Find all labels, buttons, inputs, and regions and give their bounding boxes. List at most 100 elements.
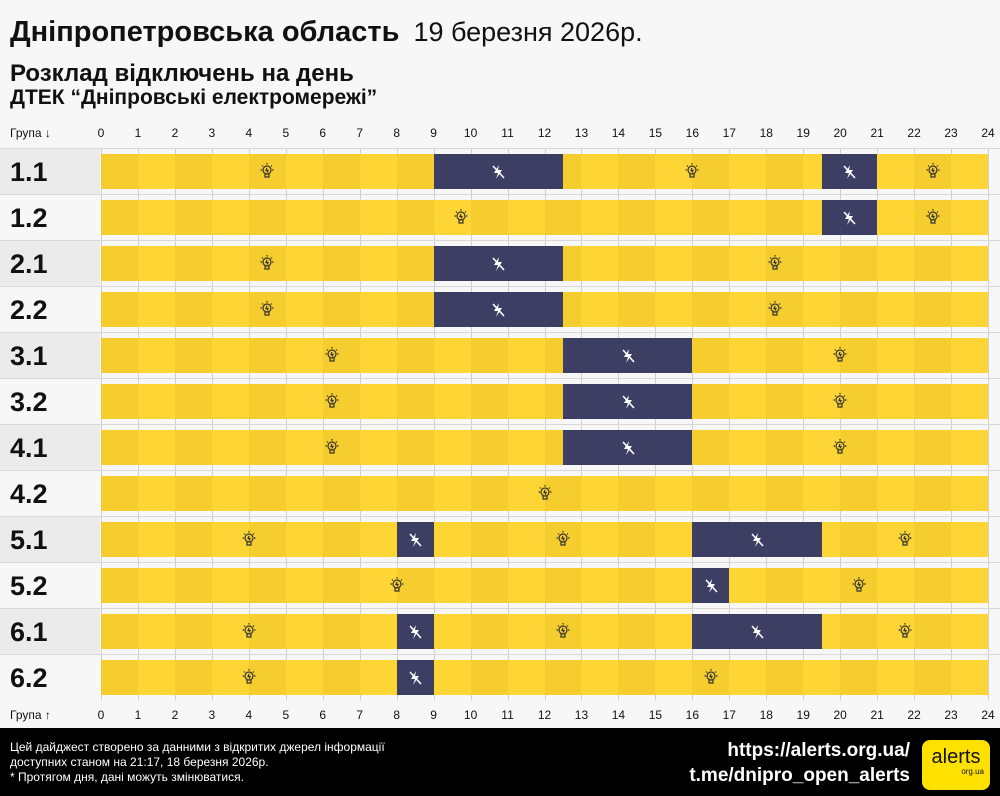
hour-shade: [840, 292, 878, 327]
hour-shade: [174, 154, 212, 189]
hour-shade: [692, 200, 730, 235]
hour-shade: [248, 200, 286, 235]
region-title: Дніпропетровська область: [10, 16, 400, 48]
hour-shade: [174, 292, 212, 327]
group-row: 1.1: [0, 148, 1000, 195]
hour-shade: [470, 660, 508, 695]
outage-block: [821, 200, 878, 235]
hour-tick: 5: [282, 708, 290, 722]
lightbulb-icon: [240, 530, 258, 548]
hour-shade: [692, 338, 730, 373]
hour-shade: [692, 246, 730, 281]
hour-tick: 9: [430, 708, 437, 722]
group-name: 4.1: [0, 425, 100, 471]
hour-shade: [322, 476, 360, 511]
group-name: 1.2: [10, 203, 48, 233]
hour-shade: [322, 292, 360, 327]
hour-shade: [914, 246, 952, 281]
hour-shade: [692, 292, 730, 327]
hour-shade: [470, 384, 508, 419]
hour-shade: [248, 614, 286, 649]
hour-shade: [470, 430, 508, 465]
hour-shade: [396, 154, 434, 189]
logo-sub: org.ua: [961, 767, 984, 776]
hour-shade: [766, 660, 804, 695]
hour-tick: 2: [171, 126, 179, 140]
hour-shade: [322, 522, 360, 557]
hour-tick: 21: [870, 708, 884, 722]
outage-block: [562, 430, 693, 465]
hour-tick: 7: [356, 708, 364, 722]
hour-shade: [766, 430, 804, 465]
outage-block: [692, 522, 822, 557]
hour-shade: [914, 384, 952, 419]
hour-shade: [618, 522, 656, 557]
hour-shade: [766, 384, 804, 419]
hour-tick: 21: [870, 126, 884, 140]
lightbulb-icon: [258, 162, 276, 180]
note-line: Цей дайджест створено за данними з відкр…: [10, 740, 385, 754]
hour-shade: [618, 476, 656, 511]
hour-tick: 19: [796, 126, 810, 140]
lightbulb-icon: [258, 254, 276, 272]
hour-shade: [544, 200, 582, 235]
hour-shade: [174, 384, 212, 419]
group-row: 5.2: [0, 562, 1000, 608]
hour-shade: [618, 568, 656, 603]
lightbulb-icon: [831, 438, 849, 456]
hour-shade: [766, 200, 804, 235]
hour-tick: 4: [245, 126, 253, 140]
hour-shade: [248, 430, 286, 465]
group-row: 3.1: [0, 332, 1000, 379]
hour-shade: [766, 476, 804, 511]
lightbulb-icon: [240, 668, 258, 686]
group-name: 6.1: [0, 609, 100, 655]
hour-shade: [840, 384, 878, 419]
hour-tick: 24: [981, 126, 995, 140]
hour-tick: 5: [282, 126, 290, 140]
lightbulb-icon: [766, 300, 784, 318]
schedule-bar: [101, 614, 988, 649]
outage-block: [433, 246, 563, 281]
lightbulb-icon: [766, 254, 784, 272]
hour-shade: [692, 430, 730, 465]
hour-tick: 22: [907, 126, 921, 140]
hour-shade: [914, 660, 952, 695]
lightbulb-icon: [831, 346, 849, 364]
hour-shade: [322, 614, 360, 649]
site-link[interactable]: https://alerts.org.ua/: [727, 740, 910, 761]
hour-shade: [840, 522, 878, 557]
hour-shade: [840, 246, 878, 281]
hour-shade: [322, 568, 360, 603]
hour-shade: [101, 614, 138, 649]
schedule-bar: [101, 246, 988, 281]
group-name: 3.2: [10, 387, 48, 417]
hour-shade: [914, 614, 952, 649]
outage-block: [396, 614, 434, 649]
group-row: 6.1: [0, 608, 1000, 655]
hour-tick: 16: [685, 126, 699, 140]
hour-tick: 17: [722, 126, 736, 140]
hour-tick: 9: [430, 126, 437, 140]
hour-shade: [248, 522, 286, 557]
hour-shade: [322, 200, 360, 235]
hour-tick: 6: [319, 126, 327, 140]
hour-shade: [766, 338, 804, 373]
hour-tick: 11: [501, 126, 514, 140]
hour-shade: [470, 614, 508, 649]
hour-shade: [174, 246, 212, 281]
hour-shade: [618, 660, 656, 695]
hour-shade: [174, 430, 212, 465]
group-row: 4.1: [0, 424, 1000, 471]
group-label: Група ↑: [10, 708, 51, 722]
schedule-bar: [101, 430, 988, 465]
hour-tick: 3: [208, 708, 216, 722]
schedule-bar: [101, 384, 988, 419]
hour-shade: [174, 614, 212, 649]
hour-shade: [396, 246, 434, 281]
schedule-bar: [101, 660, 988, 695]
no-power-icon: [409, 624, 422, 639]
telegram-link[interactable]: t.me/dnipro_open_alerts: [689, 765, 910, 786]
hour-shade: [618, 154, 656, 189]
hour-shade: [248, 338, 286, 373]
